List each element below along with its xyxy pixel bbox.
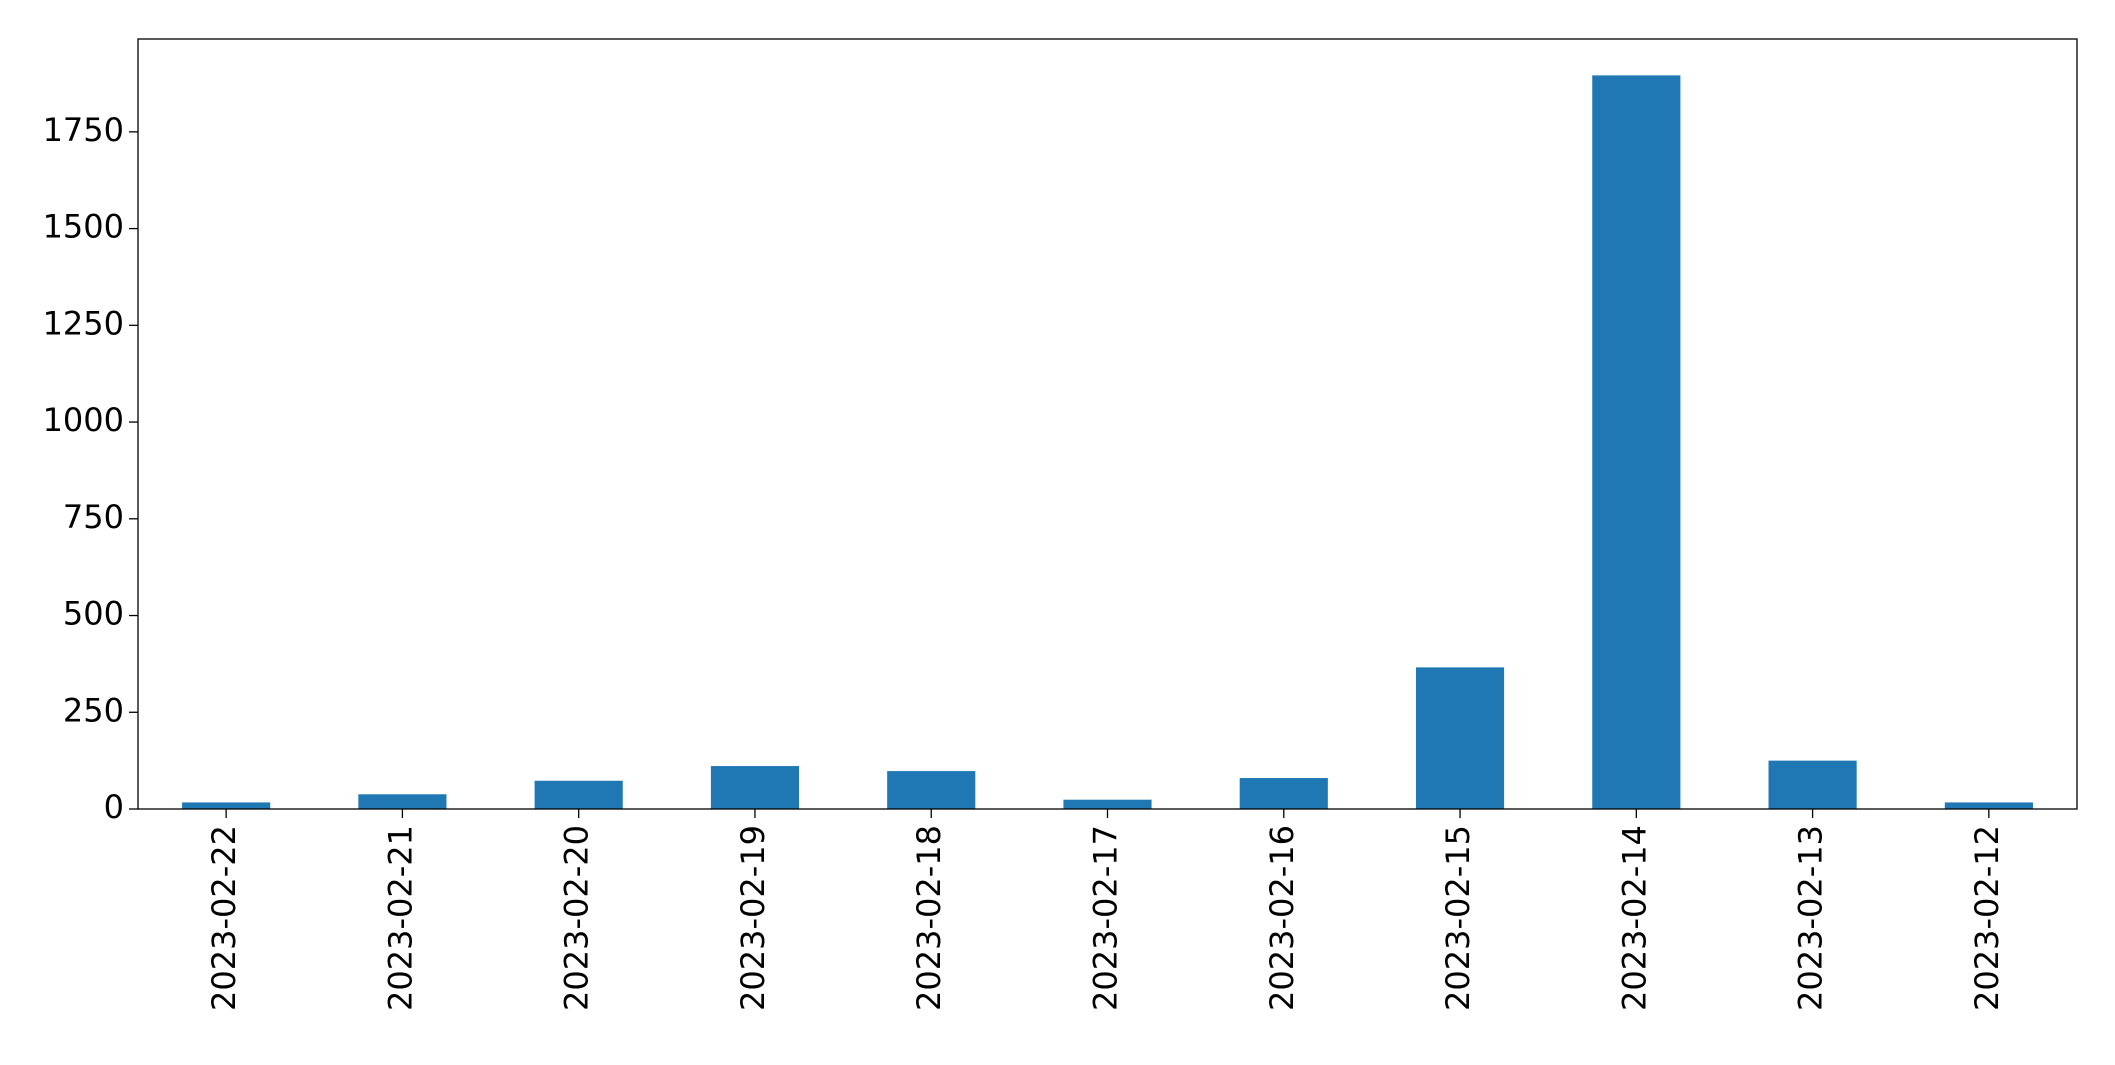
bar <box>358 794 447 809</box>
y-tick-label: 750 <box>63 498 124 536</box>
bar <box>1592 75 1681 810</box>
x-tick-label: 2023-02-12 <box>1968 825 2006 1011</box>
bar <box>1063 799 1152 809</box>
y-tick-label: 0 <box>104 788 124 826</box>
bar <box>1944 802 2033 809</box>
y-tick-label: 500 <box>63 595 124 633</box>
plot-frame <box>137 38 2078 810</box>
bar <box>1768 760 1857 809</box>
x-tick-label: 2023-02-13 <box>1792 825 1830 1011</box>
y-tick-label: 1000 <box>43 401 124 439</box>
x-tick-label: 2023-02-18 <box>910 825 948 1011</box>
y-tick-label: 1750 <box>43 111 124 149</box>
x-tick-label: 2023-02-15 <box>1439 825 1477 1011</box>
x-tick-label: 2023-02-20 <box>558 825 596 1011</box>
y-tick-label: 1500 <box>43 208 124 246</box>
bar <box>887 771 976 809</box>
bar <box>1415 667 1505 809</box>
x-tick-label: 2023-02-16 <box>1263 825 1301 1011</box>
x-tick-label: 2023-02-17 <box>1087 825 1125 1011</box>
x-tick-label: 2023-02-14 <box>1615 825 1653 1011</box>
x-tick-label: 2023-02-22 <box>205 825 243 1011</box>
bar <box>182 802 271 809</box>
bar <box>1239 778 1328 809</box>
x-tick-label: 2023-02-19 <box>734 825 772 1011</box>
bar <box>710 766 800 809</box>
y-tick-label: 250 <box>63 691 124 729</box>
y-tick-label: 1250 <box>43 304 124 342</box>
x-tick-label: 2023-02-21 <box>381 825 419 1011</box>
bar <box>534 780 623 809</box>
